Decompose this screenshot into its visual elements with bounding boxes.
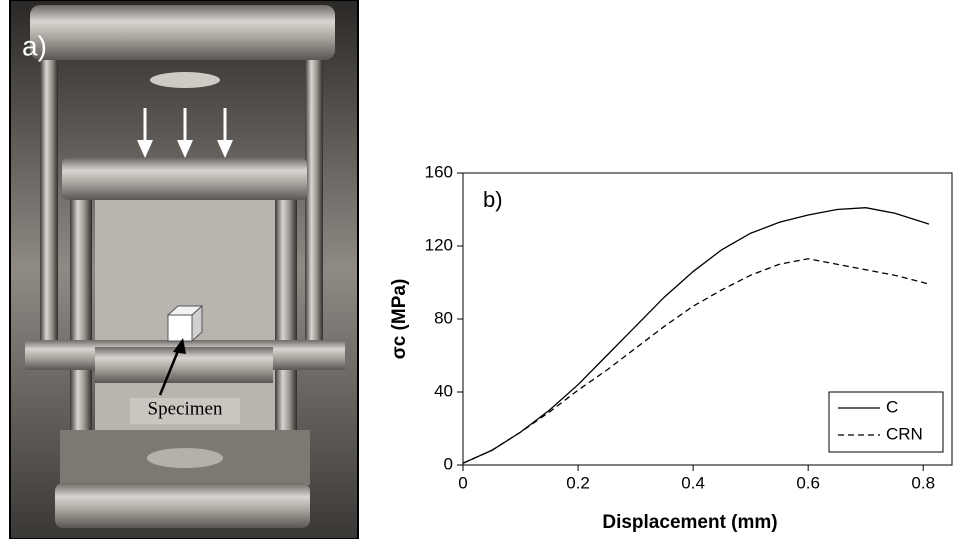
- y-tick-label: 0: [444, 454, 453, 473]
- photo-panel: [9, 0, 359, 539]
- y-axis-label: σc (MPa): [389, 279, 410, 360]
- x-tick-label: 0.8: [911, 473, 935, 492]
- specimen-label: Specimen: [148, 398, 223, 419]
- y-tick-label: 80: [434, 308, 453, 327]
- legend-label: C: [886, 397, 898, 416]
- x-tick-label: 0.2: [566, 473, 590, 492]
- panel-label: a): [22, 30, 47, 61]
- y-tick-label: 40: [434, 381, 453, 400]
- x-tick-label: 0: [458, 473, 467, 492]
- series-line: [462, 207, 930, 464]
- x-tick-label: 0.6: [796, 473, 820, 492]
- legend: C CRN: [828, 391, 944, 453]
- x-axis-label: Displacement (mm): [602, 512, 777, 533]
- panel-label: b): [483, 187, 503, 212]
- y-tick-label: 120: [425, 235, 453, 254]
- x-tick-label: 0.4: [681, 473, 705, 492]
- series-line: [462, 258, 930, 464]
- y-tick-label: 160: [425, 162, 453, 181]
- legend-label: CRN: [886, 424, 923, 443]
